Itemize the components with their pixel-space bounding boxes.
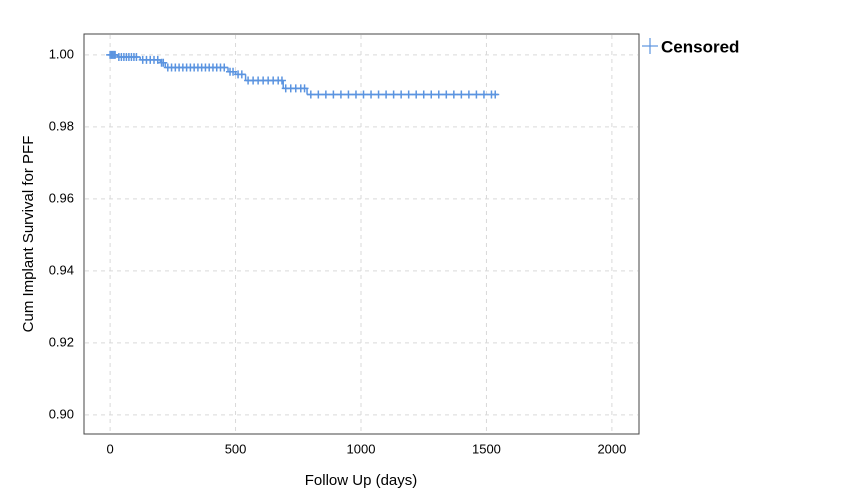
censored-mark bbox=[479, 90, 488, 99]
censored-mark bbox=[367, 90, 376, 99]
censored-mark bbox=[389, 90, 398, 99]
censored-mark bbox=[419, 90, 428, 99]
y-tick-label: 0.98 bbox=[49, 118, 74, 133]
x-tick-label: 2000 bbox=[597, 441, 626, 456]
censored-mark bbox=[457, 90, 466, 99]
censored-mark bbox=[491, 90, 500, 99]
censored-mark bbox=[306, 90, 315, 99]
censored-mark bbox=[359, 90, 368, 99]
x-tick-label: 1500 bbox=[472, 441, 501, 456]
legend-label: Censored bbox=[661, 37, 739, 56]
censored-mark bbox=[442, 90, 451, 99]
censored-mark bbox=[382, 90, 391, 99]
censored-mark bbox=[220, 63, 229, 72]
x-tick-label: 0 bbox=[106, 441, 113, 456]
censored-mark bbox=[314, 90, 323, 99]
x-axis-label: Follow Up (days) bbox=[305, 472, 418, 489]
censored-mark bbox=[329, 90, 338, 99]
censored-mark bbox=[300, 84, 309, 93]
censored-mark bbox=[449, 90, 458, 99]
censored-mark bbox=[472, 90, 481, 99]
x-tick-label: 500 bbox=[225, 441, 247, 456]
censored-mark bbox=[344, 90, 353, 99]
censored-mark bbox=[229, 67, 238, 76]
y-tick-label: 0.90 bbox=[49, 406, 74, 421]
censored-mark bbox=[412, 90, 421, 99]
censored-mark bbox=[464, 90, 473, 99]
y-axis-label: Cum Implant Survival for PFF bbox=[20, 136, 37, 333]
y-tick-label: 0.92 bbox=[49, 334, 74, 349]
censored-mark bbox=[132, 53, 141, 62]
censored-mark bbox=[374, 90, 383, 99]
plot-area bbox=[83, 33, 640, 435]
censored-mark bbox=[351, 90, 360, 99]
censored-mark bbox=[159, 58, 168, 67]
censored-mark bbox=[397, 90, 406, 99]
censored-mark bbox=[277, 76, 286, 85]
x-tick-label: 1000 bbox=[347, 441, 376, 456]
censored-mark bbox=[434, 90, 443, 99]
censored-mark bbox=[427, 90, 436, 99]
censored-mark bbox=[237, 70, 246, 79]
censored-mark bbox=[404, 90, 413, 99]
censored-mark bbox=[321, 90, 330, 99]
y-tick-label: 0.94 bbox=[49, 262, 74, 277]
censored-mark bbox=[336, 90, 345, 99]
y-tick-label: 0.96 bbox=[49, 190, 74, 205]
y-tick-label: 1.00 bbox=[49, 46, 74, 61]
